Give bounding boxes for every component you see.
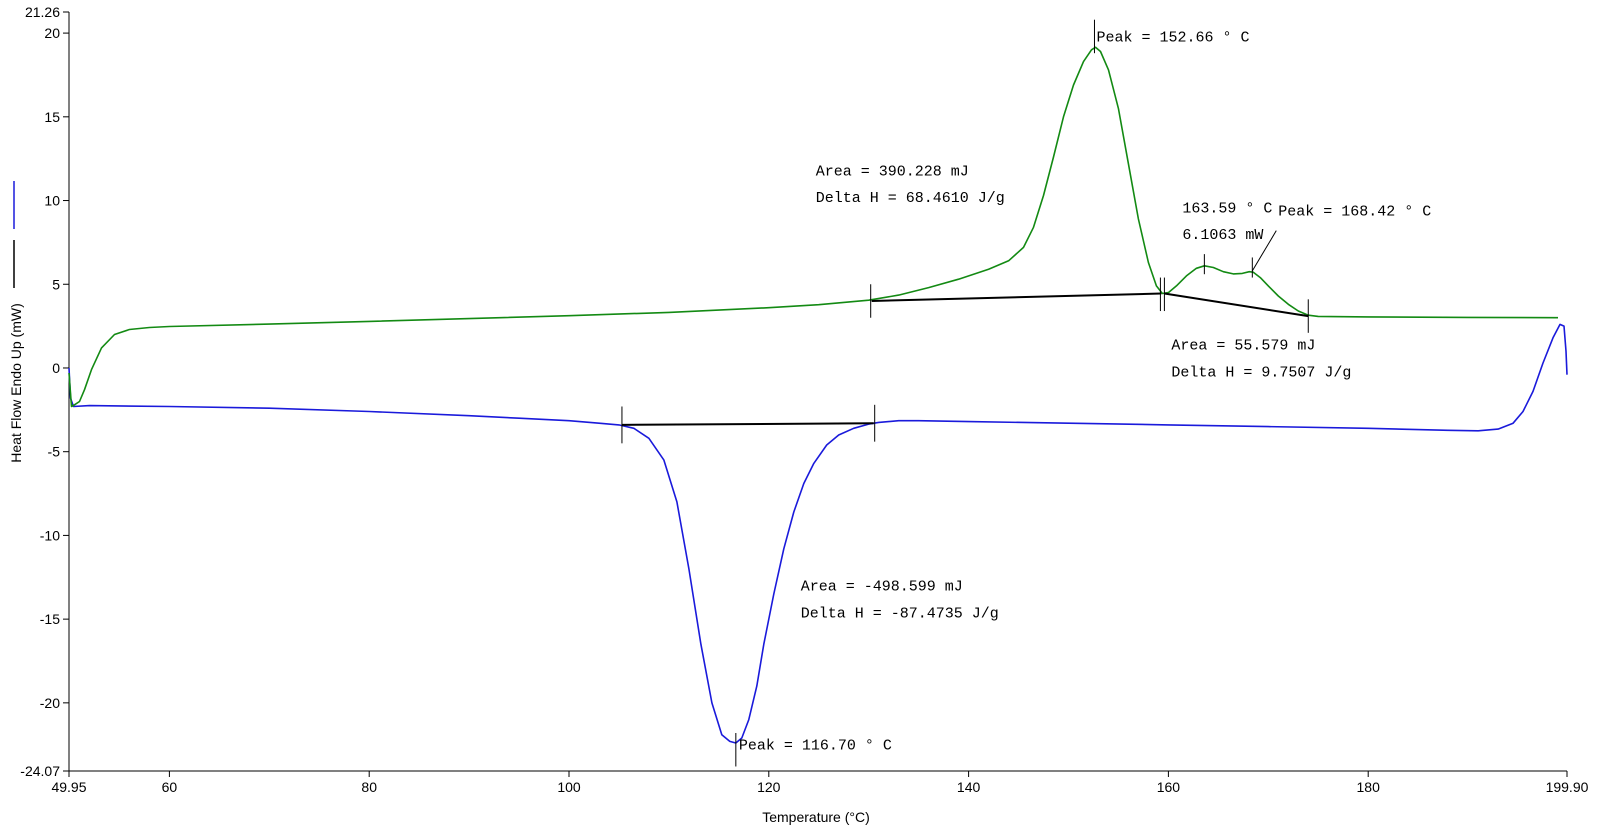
x-tick-label: 180 xyxy=(1357,779,1381,795)
y-tick-label: 21.26 xyxy=(25,4,60,20)
y-tick-label: -5 xyxy=(48,444,61,460)
y-tick-label: -20 xyxy=(40,695,60,711)
x-tick-label: 49.95 xyxy=(51,779,86,795)
annotation: Delta H = 68.4610 J/g xyxy=(816,190,1005,207)
y-tick-label: -15 xyxy=(40,611,60,627)
annotation: Delta H = -87.4735 J/g xyxy=(801,605,999,622)
y-axis-title: Heat Flow Endo Up (mW) xyxy=(8,303,24,462)
y-tick-label: 5 xyxy=(52,276,60,292)
series-line xyxy=(1164,292,1309,318)
annotation: 163.59 ° C xyxy=(1182,200,1272,217)
y-tick-label: 15 xyxy=(44,109,60,125)
y-tick-label: -10 xyxy=(40,527,60,543)
leader-line xyxy=(1251,230,1277,272)
x-tick-label: 100 xyxy=(557,779,581,795)
series-line xyxy=(68,323,1568,744)
x-tick-label: 80 xyxy=(361,779,377,795)
y-tick-label: -24.07 xyxy=(20,763,60,779)
x-axis-title: Temperature (°C) xyxy=(762,809,870,825)
axes: 49.95 60 80 100 120 140 160 180 199.9021.2620151… xyxy=(20,4,1588,795)
annotation: 6.1063 mW xyxy=(1182,227,1263,244)
y-tick-label: 20 xyxy=(44,25,60,41)
y-tick-label: 10 xyxy=(44,193,60,209)
annotation: Area = -498.599 mJ xyxy=(801,579,963,596)
x-tick-label: 120 xyxy=(757,779,781,795)
plot-area: Peak = 152.66 ° C Area = 390.228 mJ Delta … xyxy=(68,19,1568,767)
x-tick-label: 60 xyxy=(162,779,178,795)
x-tick-label: 199.90 xyxy=(1546,779,1589,795)
x-tick-label: 140 xyxy=(957,779,981,795)
annotation: Peak = 152.66 ° C xyxy=(1096,29,1249,46)
annotation: Peak = 168.42 ° C xyxy=(1278,204,1431,221)
y-tick-label: 0 xyxy=(52,360,60,376)
annotation: Area = 55.579 mJ xyxy=(1171,338,1315,355)
annotation: Area = 390.228 mJ xyxy=(816,163,969,180)
annotation: Delta H = 9.7507 J/g xyxy=(1171,364,1351,381)
series-line xyxy=(68,46,1559,408)
x-tick-label: 160 xyxy=(1157,779,1181,795)
series-line xyxy=(621,422,874,426)
series-line xyxy=(871,292,1162,302)
annotation: Peak = 116.70 ° C xyxy=(739,738,892,755)
